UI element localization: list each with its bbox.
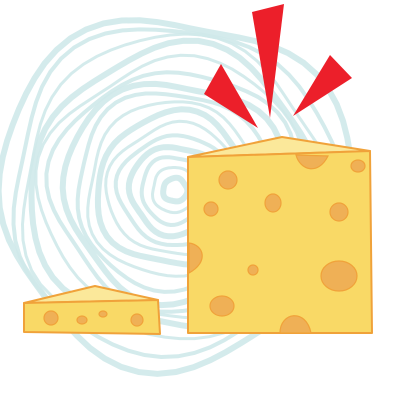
large-cheese-front <box>187 150 373 334</box>
large-cheese-hole <box>264 193 282 213</box>
small-cheese-hole <box>130 313 144 327</box>
large-cheese-hole <box>279 315 312 334</box>
small-cheese-hole <box>98 310 108 318</box>
small-cheese-front <box>23 299 161 335</box>
swirl-stroke <box>160 174 191 205</box>
small-cheese-wedge <box>23 285 161 335</box>
burst-rays <box>204 4 352 128</box>
small-cheese-hole <box>76 315 88 325</box>
burst-ray-left <box>204 64 258 128</box>
large-cheese-hole <box>247 264 259 276</box>
large-cheese-block <box>187 136 373 334</box>
large-cheese-hole <box>350 159 366 173</box>
large-cheese-hole <box>188 242 203 275</box>
large-cheese-hole <box>295 154 329 170</box>
large-cheese-hole <box>320 260 358 292</box>
large-cheese-hole <box>218 170 238 190</box>
small-cheese-hole <box>43 310 59 326</box>
burst-ray-center <box>252 4 284 118</box>
burst-ray-right <box>293 55 352 116</box>
large-cheese-hole <box>203 201 219 217</box>
large-cheese-hole <box>209 295 235 317</box>
large-cheese-hole <box>329 202 349 222</box>
